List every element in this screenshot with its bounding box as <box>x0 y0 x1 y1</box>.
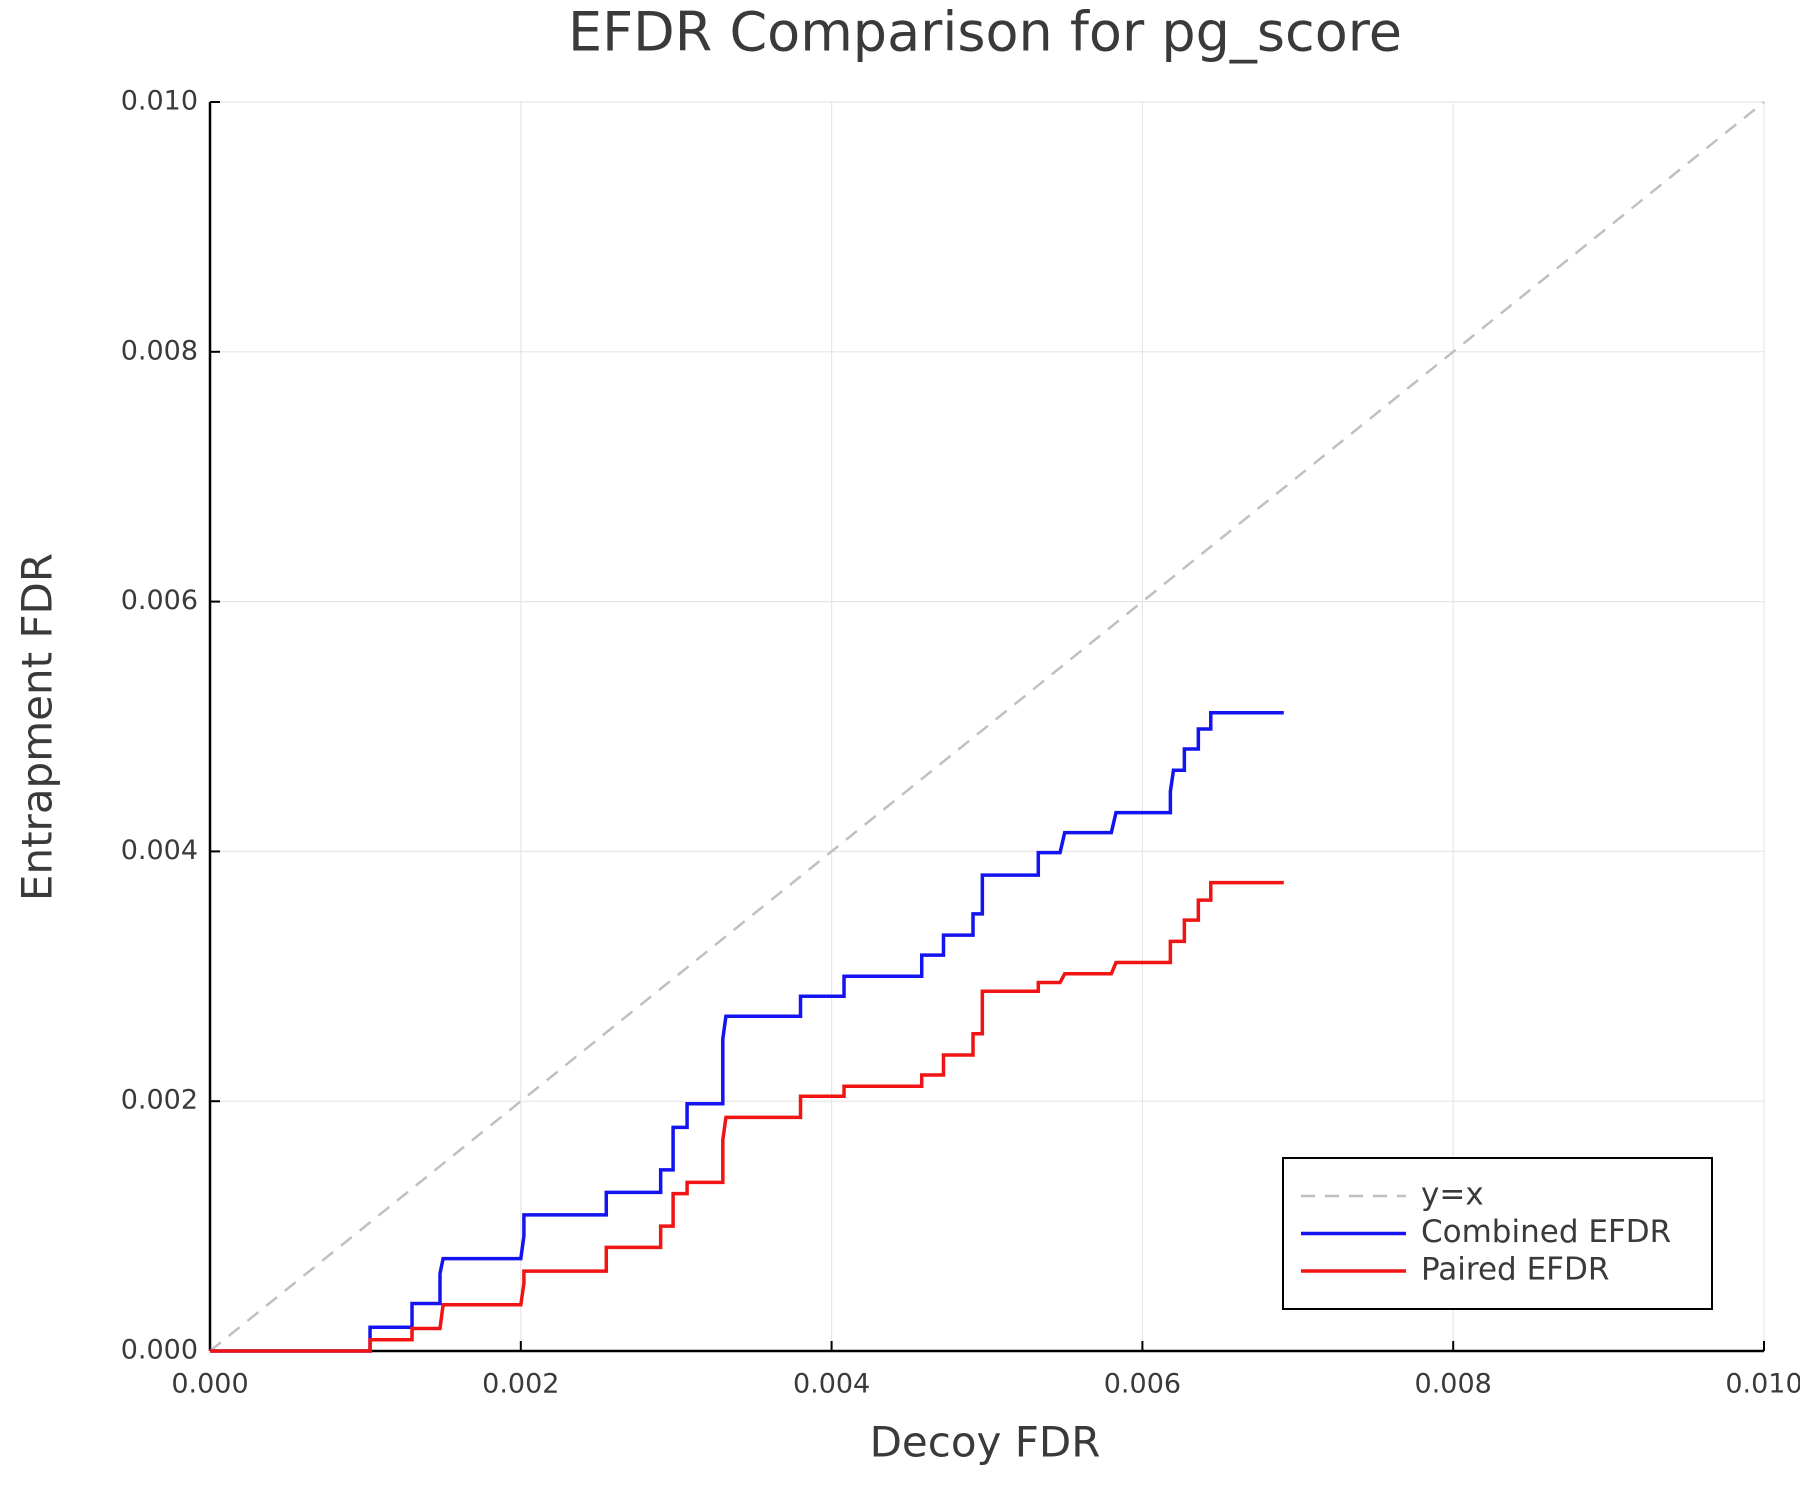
chart-title: EFDR Comparison for pg_score <box>568 1 1402 64</box>
x-tick-label: 0.002 <box>482 1369 559 1400</box>
series-line <box>210 711 1284 1353</box>
x-tick-label: 0.008 <box>1415 1369 1492 1400</box>
y-tick-label: 0.000 <box>121 1335 198 1366</box>
legend-label: y=x <box>1421 1177 1484 1213</box>
x-tick-label: 0.004 <box>793 1369 870 1400</box>
x-tick-label: 0.006 <box>1104 1369 1181 1400</box>
y-tick-label: 0.010 <box>121 86 198 117</box>
legend-label: Combined EFDR <box>1421 1214 1671 1250</box>
y-tick-label: 0.004 <box>121 835 198 866</box>
y-tick-label: 0.008 <box>121 335 198 366</box>
y-axis-label: Entrapment FDR <box>13 553 62 901</box>
x-axis-label: Decoy FDR <box>870 1418 1101 1467</box>
series-line <box>209 101 1765 1352</box>
x-tick-label: 0.000 <box>171 1369 248 1400</box>
y-tick-label: 0.006 <box>121 585 198 616</box>
y-tick-label: 0.002 <box>121 1085 198 1116</box>
series-line <box>210 880 1284 1353</box>
legend-label: Paired EFDR <box>1421 1252 1609 1288</box>
x-tick-label: 0.010 <box>1725 1369 1800 1400</box>
